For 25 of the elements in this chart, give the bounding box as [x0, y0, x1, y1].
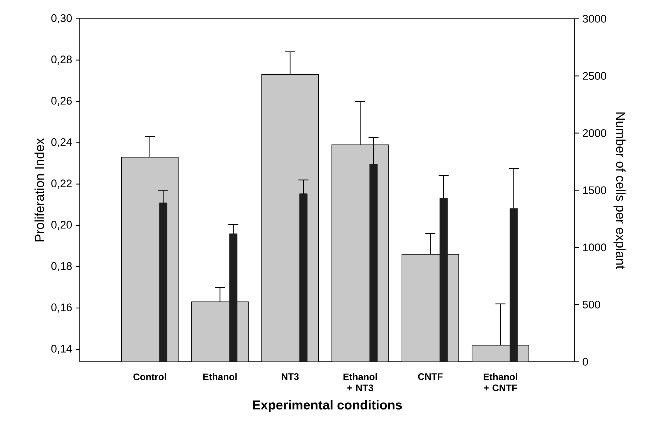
- y-tick-label: 0,14: [52, 345, 72, 354]
- x-tick-label: NT3: [282, 374, 299, 380]
- y-tick-label: 0,18: [52, 262, 72, 272]
- y-tick-label: 0,24: [52, 138, 72, 148]
- x-tick-label: CNTF: [418, 374, 443, 380]
- y2-tick-label: 1000: [583, 244, 606, 252]
- y-tick-label: 0,20: [52, 221, 72, 230]
- y-tick-label: 0,26: [52, 97, 72, 106]
- x-axis-title: Experimental conditions: [253, 400, 402, 412]
- y2-tick-label: 2500: [583, 72, 606, 80]
- y-axis-title: Proliferation Index: [34, 138, 44, 242]
- x-tick-label: Ethanol + CNTF: [484, 374, 518, 392]
- y-tick-label: 0,16: [52, 304, 72, 313]
- y2-tick-label: 500: [582, 300, 600, 309]
- y2-tick-label: 0: [582, 358, 588, 366]
- x-tick-label: Ethanol + NT3: [344, 374, 378, 392]
- y-tick-label: 0,30: [52, 14, 72, 24]
- x-tick-label: Ethanol: [204, 374, 237, 380]
- y2-tick-label: 2000: [583, 129, 606, 138]
- y-tick-label: 0,28: [52, 56, 72, 65]
- y2-axis-title: Number of cells per explant: [614, 112, 626, 270]
- y-tick-label: 0,22: [52, 180, 72, 189]
- y2-tick-label: 1500: [583, 186, 606, 194]
- x-tick-label: Control: [134, 374, 166, 380]
- y2-tick-label: 3000: [582, 15, 606, 23]
